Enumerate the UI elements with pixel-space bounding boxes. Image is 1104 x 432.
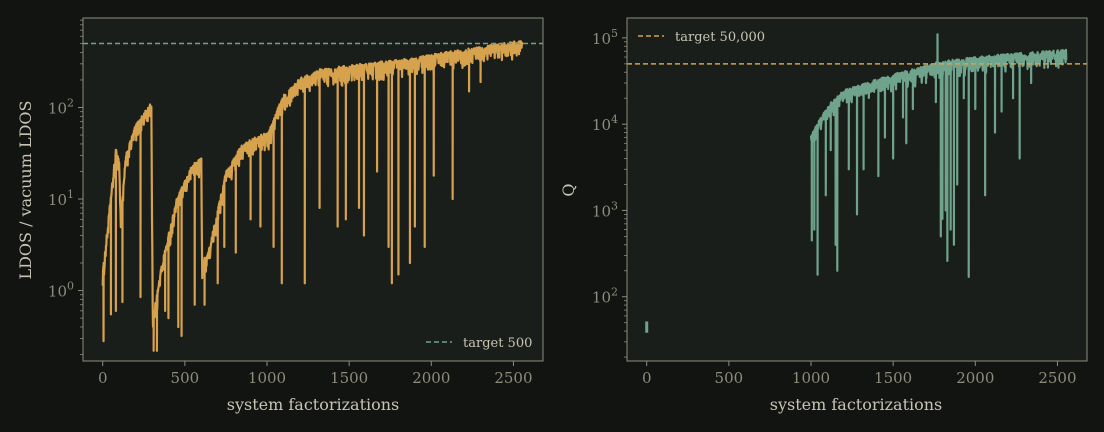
ldos-legend-entry: target 500 [463, 336, 532, 351]
ldos-y-axis-ticks: 100 101 102 [48, 19, 83, 355]
x-tick-label: 0 [98, 369, 108, 387]
ldos-y-axis-label: LDOS / vacuum LDOS [16, 100, 35, 279]
x-tick-label: 2000 [412, 369, 450, 387]
x-tick-label: 1000 [792, 369, 830, 387]
q-plot-frame [626, 17, 1088, 362]
q-legend-entry: target 50,000 [675, 30, 765, 45]
data-series-line [809, 33, 1068, 278]
ldos-x-axis-label: system factorizations [227, 395, 400, 414]
x-tick-label: 2500 [494, 369, 532, 387]
y-tick-label: 102 [48, 96, 74, 117]
y-tick-label: 101 [48, 188, 74, 209]
ldos-x-axis-ticks: 0 500 1000 1500 2000 2500 [98, 361, 533, 387]
ldos-plot-frame [82, 17, 544, 362]
q-legend: target 50,000 [638, 30, 765, 45]
x-tick-label: 2500 [1038, 369, 1076, 387]
ldos-chart-panel: 0 500 1000 1500 2000 2500 100 101 102 system fa… [16, 17, 544, 414]
x-tick-label: 1500 [874, 369, 912, 387]
q-x-axis-label: system factorizations [770, 395, 943, 414]
x-tick-label: 500 [715, 369, 744, 387]
ldos-legend: target 500 [426, 336, 532, 351]
y-tick-label: 102 [592, 286, 618, 307]
q-y-axis-ticks: 102 103 104 105 [592, 27, 627, 358]
x-tick-label: 0 [642, 369, 652, 387]
x-tick-label: 500 [171, 369, 200, 387]
q-x-axis-ticks: 0 500 1000 1500 2000 2500 [642, 361, 1077, 387]
ldos-series-layer [101, 40, 524, 352]
y-tick-label: 104 [592, 113, 618, 134]
data-series-line [101, 40, 524, 352]
y-tick-label: 103 [592, 199, 618, 220]
q-series-layer [645, 33, 1068, 333]
x-tick-label: 1000 [248, 369, 286, 387]
q-y-axis-label: Q [559, 183, 578, 196]
x-tick-label: 2000 [956, 369, 994, 387]
x-tick-label: 1500 [330, 369, 368, 387]
y-tick-label: 105 [592, 27, 618, 48]
q-chart-panel: 0 500 1000 1500 2000 2500 102 103 104 105 system… [559, 17, 1088, 414]
y-tick-label: 100 [48, 280, 74, 301]
